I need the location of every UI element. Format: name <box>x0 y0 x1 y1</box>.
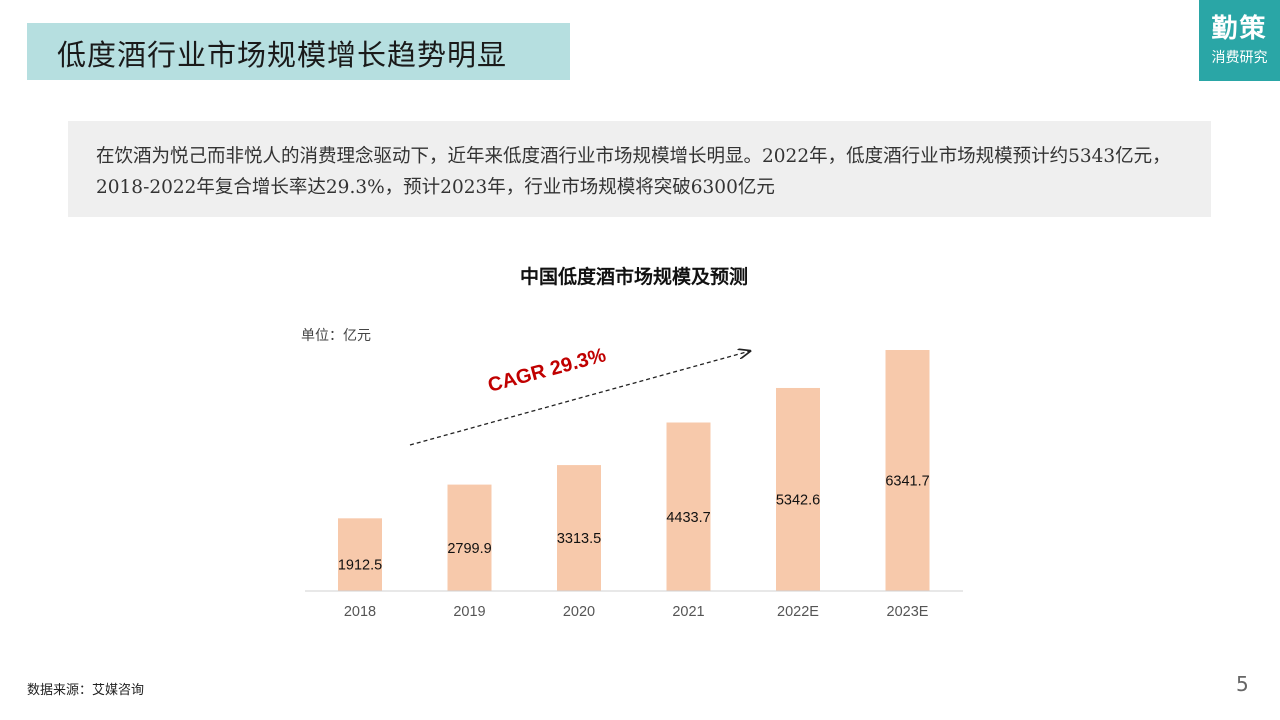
page-title: 低度酒行业市场规模增长趋势明显 <box>57 38 508 72</box>
cagr-annotation: CAGR 29.3% <box>486 344 609 397</box>
x-tick-label-2019: 2019 <box>453 604 485 620</box>
bar-2021 <box>666 422 711 591</box>
bar-2022E <box>776 387 820 591</box>
data-label-2018: 1912.5 <box>338 558 382 574</box>
data-source: 数据来源：艾媒咨询 <box>27 683 145 698</box>
x-tick-label-2018: 2018 <box>344 604 376 620</box>
x-tick-label-2020: 2020 <box>563 604 595 620</box>
brand-logo: 勤策 消费研究 <box>1199 0 1280 81</box>
title-banner: 低度酒行业市场规模增长趋势明显 <box>27 23 570 80</box>
logo-sub-text: 消费研究 <box>1211 50 1268 66</box>
data-label-2021: 4433.7 <box>666 510 710 526</box>
chart-title: 中国低度酒市场规模及预测 <box>519 266 748 288</box>
data-label-2022E: 5342.6 <box>776 492 820 508</box>
bar-2019 <box>447 484 492 591</box>
page-number: 5 <box>1236 672 1249 696</box>
data-label-2019: 2799.9 <box>447 541 491 557</box>
cagr-arrow <box>409 351 750 446</box>
logo-main-text: 勤策 <box>1211 14 1268 44</box>
x-tick-label-2021: 2021 <box>672 604 704 620</box>
x-tick-label-2023E: 2023E <box>887 604 929 620</box>
data-label-2020: 3313.5 <box>557 531 601 547</box>
bar-2023E <box>885 350 930 591</box>
x-tick-label-2022E: 2022E <box>777 604 819 620</box>
data-label-2023E: 6341.7 <box>885 474 929 490</box>
bar-2020 <box>557 465 601 591</box>
intro-panel: 在饮酒为悦己而非悦人的消费理念驱动下，近年来低度酒行业市场规模增长明显。2022… <box>68 121 1211 217</box>
chart-unit-label: 单位：亿元 <box>301 328 371 344</box>
bar-2018 <box>338 518 382 591</box>
intro-paragraph: 在饮酒为悦己而非悦人的消费理念驱动下，近年来低度酒行业市场规模增长明显。2022… <box>96 146 1171 198</box>
